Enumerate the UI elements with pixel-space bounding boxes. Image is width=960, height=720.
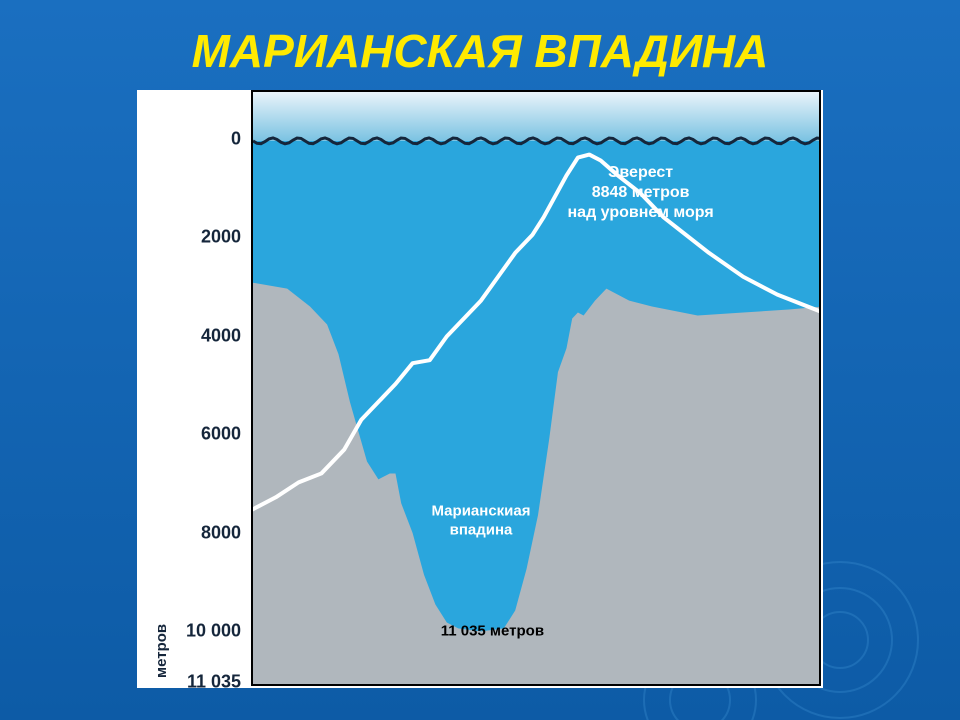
chart-panel: 0 2000 4000 6000 8000 10 000 11 035 метров Эве… [137,90,823,688]
y-tick: 2000 [201,227,241,248]
label-everest: Эверест 8848 метров над уровнем моря [568,163,714,223]
sky-rect [253,92,821,141]
y-tick: 6000 [201,424,241,445]
y-tick: 4000 [201,325,241,346]
slide-title: МАРИАНСКАЯ ВПАДИНА [0,24,960,78]
chart-plot-area: Эверест 8848 метров над уровнем моря Мар… [251,90,821,686]
label-everest-line3: над уровнем моря [568,204,714,221]
label-everest-line2: 8848 метров [592,184,690,201]
y-tick: 0 [231,128,241,149]
plot-svg [253,92,821,686]
label-trench-line2: впадина [450,521,513,538]
y-tick: 8000 [201,522,241,543]
label-trench-line1: Марианскиая [432,502,531,519]
y-tick: 10 000 [186,621,241,642]
label-everest-line1: Эверест [608,164,673,181]
y-axis-label: метров [153,624,170,678]
y-tick: 11 035 [187,672,241,693]
label-depth: 11 035 метров [441,623,544,640]
label-trench: Марианскиая впадина [432,502,531,540]
y-axis: 0200040006000800010 00011 035 [137,90,241,686]
